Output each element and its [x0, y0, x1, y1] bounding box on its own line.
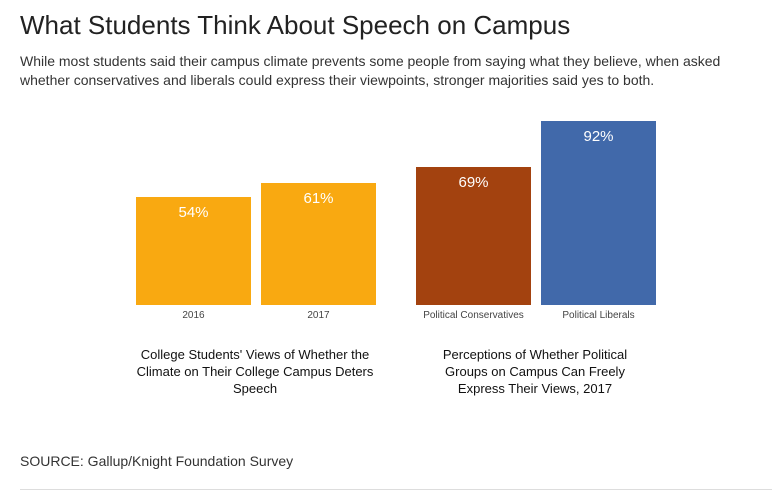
bar-2016: [136, 197, 251, 305]
bar-charts: 54% 2016 61% 2017 69% Political Conservatives…: [136, 121, 656, 321]
source-note: SOURCE: Gallup/Knight Foundation Survey: [20, 453, 294, 469]
divider: [20, 489, 772, 490]
data-label: 54%: [178, 204, 208, 221]
chart-2-caption: Perceptions of Whether Political Groups …: [442, 347, 628, 396]
tick-label: Political Conservatives: [423, 310, 524, 321]
chart-1-caption: College Students' Views of Whether the C…: [136, 347, 374, 396]
data-label: 92%: [583, 128, 613, 145]
chart-subtitle: While most students said their campus cl…: [20, 53, 721, 88]
chart-title: What Students Think About Speech on Camp…: [20, 10, 571, 40]
tick-label: 2017: [307, 310, 330, 321]
bar-political-liberals: [541, 121, 656, 305]
data-label: 69%: [458, 174, 488, 191]
bar-political-conservatives: [416, 167, 531, 305]
data-label: 61%: [303, 190, 333, 207]
tick-label: Political Liberals: [562, 310, 634, 321]
bar-2017: [261, 183, 376, 305]
tick-label: 2016: [182, 310, 205, 321]
